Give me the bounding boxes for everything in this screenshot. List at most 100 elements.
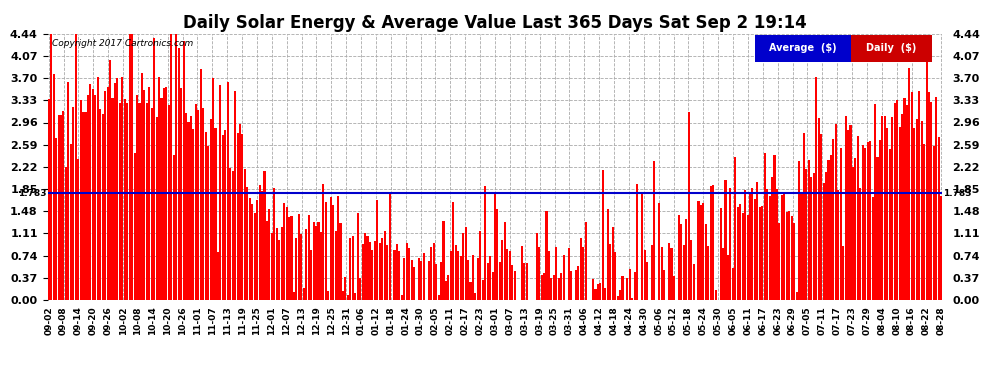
Bar [393,250,396,300]
Bar [251,204,253,300]
Bar [884,116,886,300]
Bar [570,271,572,300]
Bar [526,263,528,300]
Bar [97,77,99,300]
Bar [866,142,869,300]
Bar [146,103,148,300]
Bar [909,68,911,300]
Bar [102,114,104,300]
Bar [421,261,423,300]
Bar [153,38,155,300]
Bar [921,120,923,300]
Bar [271,234,273,300]
Bar [803,134,805,300]
Bar [700,205,702,300]
Bar [288,217,290,300]
Bar [916,119,918,300]
Bar [889,149,891,300]
Bar [124,99,126,300]
Bar [268,209,270,300]
Bar [552,275,554,300]
Bar [597,284,599,300]
Bar [494,194,496,300]
Bar [815,76,818,300]
Bar [351,236,353,300]
Bar [180,87,182,300]
Bar [881,116,883,300]
Bar [315,226,317,300]
Bar [614,252,616,300]
Bar [187,123,189,300]
Bar [248,198,250,300]
Bar [94,95,96,300]
Bar [408,248,410,300]
Bar [346,294,348,300]
Bar [300,234,302,300]
Bar [158,77,160,300]
Bar [740,204,742,300]
Bar [168,105,170,300]
Bar [472,255,474,300]
Bar [433,243,435,300]
Bar [857,135,859,300]
Bar [253,213,255,300]
Bar [121,77,124,300]
Bar [698,201,700,300]
Bar [310,250,312,300]
Bar [859,188,861,300]
Bar [761,206,763,300]
Bar [847,130,849,300]
Bar [62,111,64,300]
Bar [423,253,425,300]
Bar [445,280,447,300]
Bar [658,202,660,300]
Bar [496,209,499,300]
Bar [933,146,935,300]
Text: 1.783: 1.783 [943,189,972,198]
Bar [345,277,346,300]
Bar [904,98,906,300]
Bar [646,262,648,300]
Bar [215,128,217,300]
Bar [428,261,430,300]
Bar [308,215,310,300]
Bar [609,244,611,300]
Bar [749,194,751,300]
Bar [678,215,680,300]
Bar [617,296,619,300]
Bar [447,275,449,300]
Bar [469,282,471,300]
Bar [604,288,607,300]
Bar [842,246,844,300]
Bar [871,197,873,300]
Bar [356,213,358,300]
Bar [165,87,167,300]
Bar [642,193,644,300]
Bar [509,251,511,300]
Bar [823,183,825,300]
Bar [840,148,842,300]
Bar [364,232,366,300]
Bar [763,153,765,300]
Bar [464,227,466,300]
Bar [737,207,739,300]
Bar [182,41,185,300]
Bar [612,226,614,300]
Bar [940,196,942,300]
Bar [705,224,707,300]
Bar [555,247,557,300]
Bar [398,251,400,300]
Bar [629,269,631,300]
Bar [263,171,265,300]
Bar [766,189,768,300]
Bar [126,103,129,300]
Bar [210,119,212,300]
Bar [844,116,846,300]
Bar [258,185,260,300]
Bar [197,110,199,300]
Bar [440,262,443,300]
Bar [879,140,881,300]
Bar [852,167,854,300]
Text: 1.783: 1.783 [18,189,47,198]
Bar [74,34,77,300]
